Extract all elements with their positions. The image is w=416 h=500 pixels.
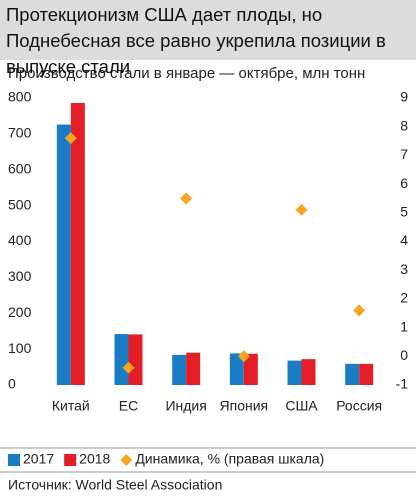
bar bbox=[186, 352, 201, 385]
legend-label: Динамика, % (правая шкала) bbox=[135, 451, 324, 467]
y2-tick-label: 8 bbox=[400, 117, 408, 133]
y-tick-label: 200 bbox=[8, 304, 32, 320]
marker bbox=[122, 361, 135, 374]
y-tick-label: 100 bbox=[8, 340, 32, 356]
source: Источник: World Steel Association bbox=[8, 477, 222, 493]
bar bbox=[70, 103, 85, 386]
y2-tick-label: 1 bbox=[400, 318, 408, 334]
bar bbox=[128, 334, 143, 385]
marker bbox=[295, 203, 308, 216]
y-tick-label: 500 bbox=[8, 196, 32, 212]
bar bbox=[229, 353, 244, 385]
y2-tick-label: -1 bbox=[396, 376, 409, 392]
x-tick-label: США bbox=[285, 398, 318, 414]
marker bbox=[353, 304, 366, 317]
chart-subtitle: Производство стали в январе — октябре, м… bbox=[8, 65, 365, 82]
bar bbox=[243, 353, 258, 385]
bar bbox=[287, 360, 302, 385]
chart-title: Протекционизм США дает плоды, но Поднебе… bbox=[0, 0, 416, 77]
y2-tick-label: 7 bbox=[400, 146, 408, 162]
x-tick-label: Индия bbox=[165, 398, 206, 414]
y-tick-label: 0 bbox=[8, 376, 16, 392]
y-tick-label: 700 bbox=[8, 125, 32, 141]
legend-label: 2017 bbox=[23, 451, 54, 467]
y2-tick-label: 2 bbox=[400, 290, 408, 306]
y2-tick-label: 3 bbox=[400, 261, 408, 277]
x-tick-label: Япония bbox=[220, 398, 269, 414]
x-tick-label: Китай bbox=[52, 398, 90, 414]
legend-swatch bbox=[8, 454, 20, 466]
y2-tick-label: 5 bbox=[400, 204, 408, 220]
legend-label: 2018 bbox=[79, 451, 110, 467]
bar bbox=[56, 124, 71, 386]
y2-tick-label: 9 bbox=[400, 89, 408, 105]
marker bbox=[64, 132, 77, 145]
y2-tick-label: 4 bbox=[400, 232, 408, 248]
y-tick-label: 800 bbox=[8, 89, 32, 105]
y-tick-label: 400 bbox=[8, 232, 32, 248]
bar bbox=[345, 363, 360, 385]
y2-tick-label: 0 bbox=[400, 347, 408, 363]
bar bbox=[172, 354, 187, 385]
marker bbox=[237, 350, 250, 363]
x-tick-label: Россия bbox=[336, 398, 382, 414]
y-tick-label: 300 bbox=[8, 268, 32, 284]
y2-tick-label: 6 bbox=[400, 175, 408, 191]
x-tick-label: ЕС bbox=[119, 398, 138, 414]
bar bbox=[301, 359, 316, 385]
legend-swatch bbox=[64, 454, 77, 466]
marker bbox=[180, 192, 193, 205]
legend-marker bbox=[120, 454, 133, 466]
bar bbox=[114, 334, 129, 385]
y-tick-label: 600 bbox=[8, 160, 32, 176]
bar bbox=[359, 363, 374, 385]
